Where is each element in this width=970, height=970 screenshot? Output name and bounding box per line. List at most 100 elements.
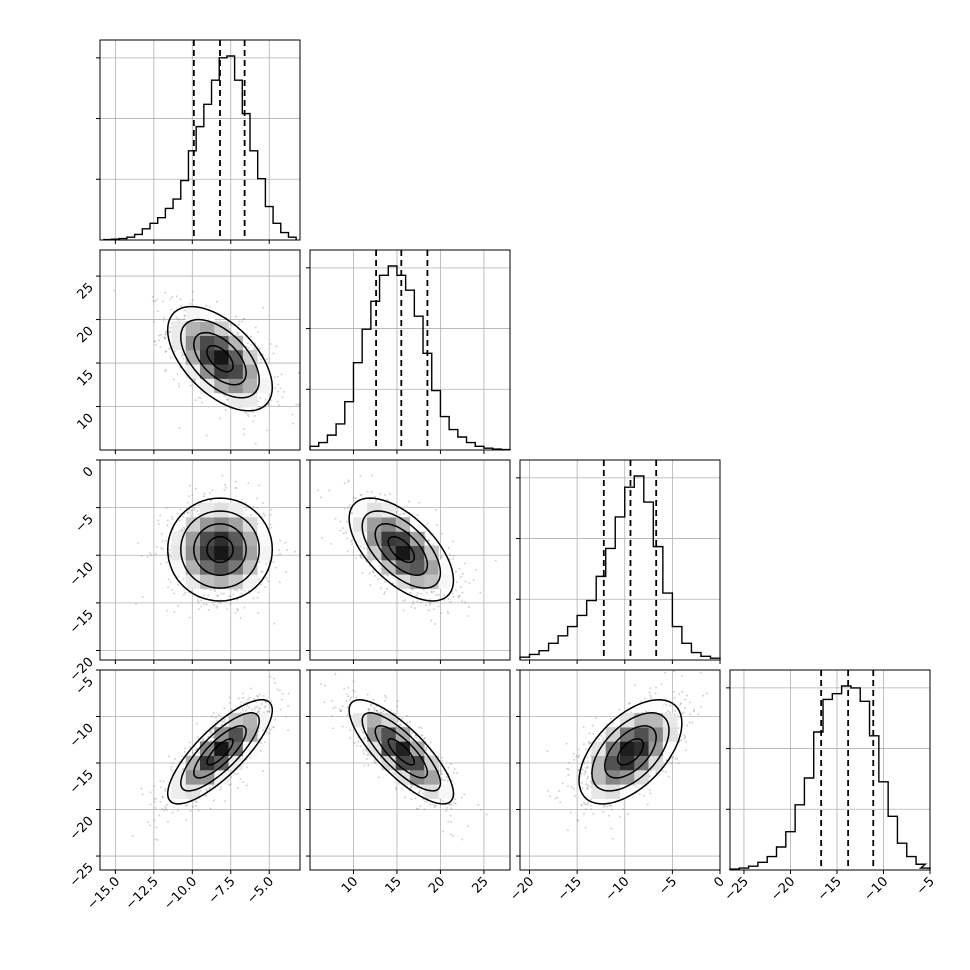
sample-point: [230, 776, 233, 779]
sample-point: [253, 708, 256, 711]
sample-point: [170, 588, 173, 591]
sample-point: [426, 591, 429, 594]
histogram-p2: [309, 265, 511, 451]
sample-point: [323, 700, 326, 703]
contour-line: [374, 725, 429, 779]
sample-point: [240, 701, 243, 704]
sample-point: [363, 764, 366, 767]
sample-point: [320, 682, 323, 685]
sample-point: [494, 559, 497, 562]
sample-point: [166, 803, 169, 806]
sample-point: [260, 570, 263, 573]
sample-point: [374, 761, 377, 764]
sample-point: [229, 595, 232, 598]
sample-point: [422, 798, 425, 801]
sample-point: [352, 680, 355, 683]
sample-point: [241, 781, 244, 784]
sample-point: [269, 513, 272, 516]
sample-point: [441, 756, 444, 759]
density-cell: [257, 545, 272, 561]
sample-point: [177, 575, 180, 578]
sample-point: [383, 592, 386, 595]
sample-point: [277, 554, 280, 557]
sample-point: [221, 723, 224, 726]
sample-point: [443, 779, 446, 782]
sample-point: [159, 345, 162, 348]
sample-point: [204, 794, 207, 797]
sample-point: [256, 497, 259, 500]
sample-point: [178, 519, 181, 522]
sample-point: [419, 804, 422, 807]
sample-point: [346, 706, 349, 709]
sample-point: [178, 385, 181, 388]
sample-point: [169, 297, 172, 300]
sample-point: [180, 351, 183, 354]
sample-point: [420, 592, 423, 595]
y-tick-label: −10: [67, 559, 97, 589]
sample-point: [197, 504, 200, 507]
sample-point: [346, 506, 349, 509]
sample-point: [258, 353, 261, 356]
sample-point: [269, 675, 272, 678]
sample-point: [236, 607, 239, 610]
sample-point: [414, 797, 417, 800]
contour-line: [387, 535, 416, 564]
sample-point: [342, 532, 345, 535]
sample-point: [214, 590, 217, 593]
sample-point: [460, 600, 463, 603]
sample-point: [424, 800, 427, 803]
sample-point: [352, 496, 355, 499]
sample-point: [321, 536, 324, 539]
sample-point: [205, 794, 208, 797]
contour-line: [166, 497, 274, 602]
sample-point: [169, 356, 172, 359]
sample-point: [221, 474, 224, 477]
sample-point: [685, 694, 688, 697]
sample-point: [385, 574, 388, 577]
sample-point: [197, 513, 200, 516]
sample-point: [181, 353, 184, 356]
x-tick-label: −25: [722, 874, 752, 904]
sample-point: [242, 709, 245, 712]
sample-point: [236, 589, 239, 592]
sample-point: [162, 300, 165, 303]
x-tick-label: −15: [815, 874, 845, 904]
density-cell: [228, 727, 244, 742]
sample-point: [179, 318, 182, 321]
sample-point: [228, 696, 231, 699]
sample-point: [243, 606, 246, 609]
panel-frame: [309, 459, 511, 661]
sample-point: [277, 383, 280, 386]
sample-point: [382, 710, 385, 713]
sample-point: [374, 500, 377, 503]
sample-point: [427, 522, 430, 525]
sample-point: [375, 499, 378, 502]
sample-point: [210, 739, 213, 742]
sample-point: [285, 571, 288, 574]
sample-point: [273, 622, 276, 625]
sample-point: [164, 336, 167, 339]
sample-point: [152, 299, 155, 302]
sample-point: [339, 710, 342, 713]
sample-point: [205, 603, 208, 606]
sample-point: [468, 582, 471, 585]
sample-point: [373, 708, 376, 711]
sample-point: [209, 787, 212, 790]
sample-point: [277, 390, 280, 393]
sample-point: [415, 594, 418, 597]
density-cell: [257, 712, 272, 728]
sample-point: [177, 383, 180, 386]
scatter-content: [134, 474, 297, 625]
sample-point: [355, 557, 358, 560]
sample-point: [396, 705, 399, 708]
sample-point: [441, 772, 444, 775]
sample-point: [249, 687, 252, 690]
density-cell: [352, 502, 368, 518]
sample-point: [256, 694, 259, 697]
y-tick-label: 0: [80, 464, 96, 480]
sample-point: [220, 592, 223, 595]
sample-point: [177, 583, 180, 586]
density-cell: [257, 531, 272, 547]
sample-point: [184, 747, 187, 750]
sample-point: [159, 562, 162, 565]
